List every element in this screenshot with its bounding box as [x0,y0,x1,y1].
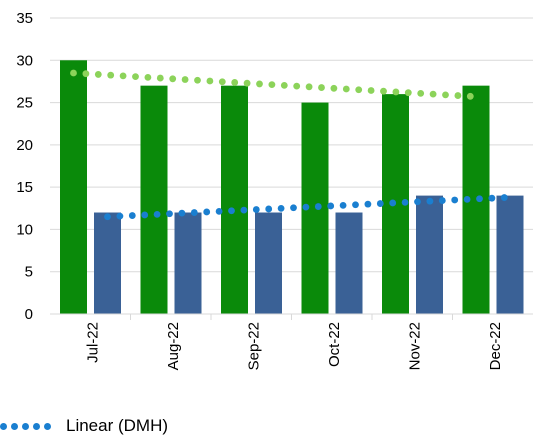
x-tick-label: Jul-22 [84,322,101,363]
trendline-dot-dmh [278,205,285,212]
trendline-dot-dmh [489,195,496,202]
trendline-dot-dmh [377,200,384,207]
trendline-dot-dmh [228,207,235,214]
trendline-dot-series1 [455,92,462,99]
trendline-dot-series1 [70,70,77,77]
bar-dmh [175,213,202,314]
trendline-dot-series1 [83,70,90,77]
bar-dmh [255,213,282,314]
trendline-dot-series1 [343,86,350,93]
bar-dmh [416,196,443,314]
trendline-dot-series1 [219,78,226,85]
trendline-dot-series1 [182,76,189,83]
trendline-dot-dmh [340,202,347,209]
bar-series1 [60,60,87,314]
trendline-dot-dmh [129,212,136,219]
trendline-dot-series1 [120,72,127,79]
y-tick-label: 30 [16,52,33,69]
trendline-dot-dmh [451,197,458,204]
trendline-dot-series1 [318,84,325,91]
bar-series1 [221,86,248,314]
trendline-dot-series1 [256,81,263,88]
trendline-dot-series1 [231,79,238,86]
trendline-dot-series1 [368,87,375,94]
trendline-dot-series1 [430,91,437,98]
x-tick-label: Dec-22 [487,322,504,370]
trendline-dot-series1 [157,75,164,82]
y-tick-label: 35 [16,10,33,27]
trendline-dot-dmh [117,213,124,220]
trendline-dot-dmh [402,199,409,206]
trendline-dot-series1 [355,86,362,93]
trendline-dot-series1 [306,83,313,90]
y-tick-label: 20 [16,137,33,154]
trendline-dot-series1 [145,74,152,81]
y-tick-label: 25 [16,95,33,112]
trendline-dot-series1 [107,72,114,79]
trendline-dot-series1 [393,89,400,96]
trendline-dot-series1 [269,81,276,88]
trendline-dot-dmh [141,212,148,219]
trendline-dot-series1 [405,89,412,96]
trendline-dot-series1 [293,83,300,90]
x-tick-label: Sep-22 [245,322,262,370]
y-tick-label: 10 [16,221,33,238]
bar-dmh [497,196,524,314]
trendline-dot-series1 [95,71,102,78]
trendline-dot-series1 [417,90,424,97]
trendline-dot-dmh [303,204,310,211]
legend-swatch-dotted-line [0,421,52,431]
trendline-dot-dmh [241,207,248,214]
trendline-dot-series1 [169,75,176,82]
trendline-dot-dmh [327,203,334,210]
trendline-dot-series1 [442,91,449,98]
trendline-dot-dmh [290,204,297,211]
y-tick-label: 0 [25,306,33,323]
trendline-dot-series1 [132,73,139,80]
trendline-dot-dmh [315,203,322,210]
trendline-dot-dmh [216,208,223,215]
trendline-dot-dmh [179,210,186,217]
trendline-dot-dmh [352,201,359,208]
x-tick-label: Aug-22 [165,322,182,370]
trendline-dot-dmh [389,200,396,207]
trendline-dot-dmh [427,198,434,205]
trendline-dot-dmh [464,196,471,203]
trendline-dot-series1 [281,82,288,89]
trendline-dot-dmh [203,209,210,216]
trendline-dot-series1 [467,93,474,100]
trendline-dot-dmh [191,209,198,216]
trendline-dot-series1 [194,77,201,84]
trendline-dot-dmh [166,210,173,217]
trendline-dot-dmh [439,197,446,204]
y-tick-label: 15 [16,179,33,196]
x-tick-label: Nov-22 [406,322,423,370]
trendline-dot-series1 [331,85,338,92]
trendline-dot-series1 [244,80,251,87]
trendline-dot-dmh [104,213,111,220]
y-tick-label: 5 [25,264,33,281]
trendline-dot-series1 [207,78,214,85]
bar-series1 [141,86,168,314]
trendline-dot-dmh [365,201,372,208]
trendline-dot-dmh [265,206,272,213]
trendline-dot-dmh [414,198,421,205]
chart: 0 5 10 15 20 25 30 35 Jul-22 Aug-22 Sep-22 Oct-22 No… [0,0,540,410]
axes: 0 5 10 15 20 25 30 35 Jul-22 Aug-22 Sep-22 Oct-22 No… [16,10,533,370]
trendline-dot-dmh [154,211,161,218]
bar-dmh [94,213,121,314]
trendline-dot-series1 [380,88,387,95]
x-tick-label: Oct-22 [326,322,343,367]
trendline-dot-dmh [501,194,508,201]
trendline-dot-dmh [476,195,483,202]
trendline-dot-dmh [253,206,260,213]
legend: Linear (DMH) [0,414,168,438]
legend-label: Linear (DMH) [66,416,168,436]
gridlines [50,18,533,272]
bar-dmh [336,213,363,314]
